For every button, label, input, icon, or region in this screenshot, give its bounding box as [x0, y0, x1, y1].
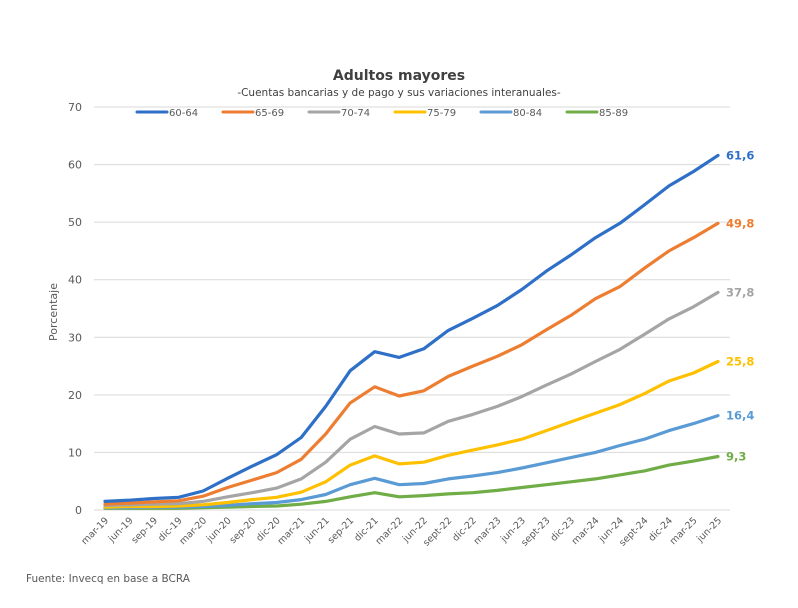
legend-label: 80-84 — [513, 108, 542, 119]
end-value-label: 37,8 — [726, 285, 754, 299]
x-tick-label: mar-25 — [668, 515, 700, 547]
y-tick-label: 10 — [68, 446, 82, 459]
y-tick-label: 30 — [68, 331, 82, 344]
x-tick-label: sep-20 — [228, 515, 259, 546]
legend-label: 60-64 — [169, 108, 198, 119]
y-tick-label: 40 — [68, 274, 82, 287]
end-value-label: 16,4 — [726, 409, 754, 423]
series-line-60-64 — [103, 153, 720, 503]
y-tick-label: 50 — [68, 216, 82, 229]
x-tick-label: sep-21 — [326, 515, 357, 546]
legend-label: 85-89 — [599, 108, 628, 119]
end-labels: 9,3 16,4 25,8 37,8 49,8 61,6 — [726, 148, 754, 463]
y-axis-ticks: 0 10 20 30 40 50 60 70 — [68, 101, 82, 517]
gridlines — [94, 106, 730, 511]
chart-title: Adultos mayores — [333, 68, 465, 84]
end-value-label: 49,8 — [726, 216, 754, 230]
x-tick-label: mar-21 — [276, 515, 308, 547]
series-line-65-69 — [103, 221, 720, 506]
x-tick-label: mar-23 — [472, 515, 504, 547]
series-line-75-79 — [103, 359, 720, 509]
x-tick-label: sep-19 — [130, 515, 161, 546]
legend: 60-64 65-69 70-74 75-79 80-84 85-89 — [135, 108, 628, 119]
series-line-80-84 — [103, 414, 720, 510]
x-tick-label: mar-22 — [374, 515, 406, 547]
y-tick-label: 20 — [68, 389, 82, 402]
x-tick-label: mar-24 — [570, 515, 602, 547]
series-lines — [103, 153, 720, 510]
series-line-70-74 — [103, 290, 720, 507]
legend-label: 70-74 — [341, 108, 370, 119]
y-tick-label: 60 — [68, 159, 82, 172]
legend-label: 75-79 — [427, 108, 456, 119]
x-axis-ticks: mar-19jun-19sep-19dic-19mar-20jun-20sep-… — [79, 515, 724, 548]
end-value-label: 61,6 — [726, 148, 754, 162]
y-tick-label: 0 — [75, 504, 82, 517]
chart-subtitle: -Cuentas bancarias y de pago y sus varia… — [237, 87, 561, 99]
legend-label: 65-69 — [255, 108, 284, 119]
y-axis-label: Porcentaje — [47, 283, 60, 341]
x-tick-label: jun-25 — [694, 515, 724, 545]
x-tick-label: mar-19 — [79, 515, 111, 547]
y-tick-label: 70 — [68, 101, 82, 114]
end-value-label: 9,3 — [726, 449, 746, 463]
end-value-label: 25,8 — [726, 354, 754, 368]
x-tick-label: mar-20 — [177, 515, 209, 547]
source-note: Fuente: Invecq en base a BCRA — [26, 573, 190, 585]
